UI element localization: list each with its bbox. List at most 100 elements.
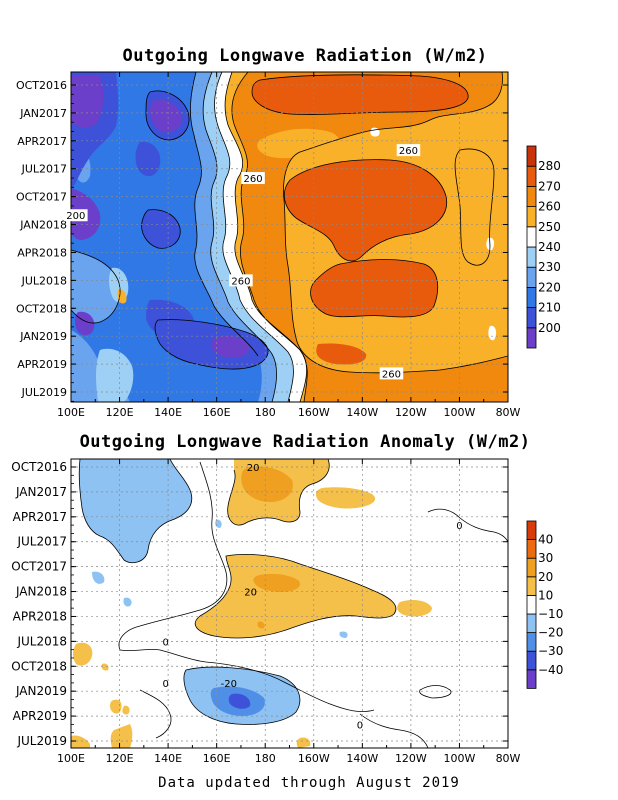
- axes-layer: 100E 120E 140E 160E 180 160W 140W 120W 100W 80W OC…: [11, 71, 563, 765]
- contour-label: 200: [66, 211, 85, 222]
- y-tick-label: JAN2017: [19, 107, 67, 120]
- y-tick-label: JUL2018: [21, 274, 67, 287]
- contour-label-bg: [229, 274, 253, 287]
- colorbar-label: 240: [538, 240, 561, 254]
- colorbar-label: 210: [538, 301, 561, 315]
- y-tick-label: JUL2019: [21, 386, 67, 399]
- contour-label-bg: [379, 367, 404, 380]
- colorbar-label: 230: [538, 260, 561, 274]
- colorbar-swatch: [526, 185, 537, 207]
- x-tick-label: 100W: [444, 406, 476, 419]
- x-tick-label: 140E: [154, 406, 182, 419]
- colorbar-swatch: [526, 539, 537, 559]
- x-tick-label: 180: [255, 752, 276, 765]
- colorbar-swatch: [526, 650, 537, 671]
- y-tick-label: APR2019: [13, 709, 67, 723]
- x-tick-label: 160E: [203, 752, 231, 765]
- x-tick-label: 80W: [496, 406, 521, 419]
- colorbar-label: 250: [538, 220, 561, 234]
- y-tick-label: JAN2017: [15, 485, 67, 499]
- y-tick-label: OCT2016: [11, 460, 67, 474]
- colorbar-swatch: [526, 557, 537, 578]
- y-tick-label: JAN2018: [19, 219, 67, 232]
- colorbar-swatch: [526, 595, 537, 615]
- x-tick-label: 100E: [57, 406, 85, 419]
- colorbar-swatch: [526, 520, 537, 541]
- colorbar-swatch: [526, 226, 537, 248]
- contour-label: 260: [382, 369, 401, 380]
- x-tick-label: 160E: [203, 406, 231, 419]
- colorbar-label: 280: [538, 159, 561, 173]
- x-tick-label: 80W: [496, 752, 521, 765]
- colorbar-label: 40: [538, 533, 553, 547]
- y-tick-label: JAN2019: [19, 330, 67, 343]
- colorbar-swatch: [526, 613, 537, 634]
- colorbar-label: 30: [538, 551, 553, 565]
- chart-title-olr-anomaly: Outgoing Longwave Radiation Anomaly (W/m…: [79, 432, 531, 452]
- x-tick-label: 160W: [298, 752, 330, 765]
- olr-contour-lines: [71, 72, 508, 402]
- contour-label-bg: [64, 209, 88, 222]
- contour-label: 260: [399, 146, 418, 157]
- y-tick-label: APR2018: [17, 246, 67, 259]
- colorbar-label: −30: [538, 644, 563, 658]
- colorbar-swatch: [526, 327, 537, 349]
- x-tick-label: 120E: [106, 406, 134, 419]
- x-tick-label: 160W: [298, 406, 330, 419]
- colorbar-swatch: [526, 307, 537, 329]
- x-tick-label: 140W: [346, 752, 378, 765]
- contour-label: -20: [221, 679, 237, 690]
- colorbar-swatch: [526, 576, 537, 596]
- olr-anomaly-contour-lines: [78, 459, 508, 748]
- footer-note: Data updated through August 2019: [158, 775, 460, 791]
- y-tick-label: JAN2019: [15, 684, 67, 698]
- contour-label: 0: [357, 720, 363, 731]
- colorbar-swatch: [526, 165, 537, 187]
- y-tick-label: OCT2017: [16, 191, 67, 204]
- colorbar-label: 220: [538, 280, 561, 294]
- y-tick-label: APR2017: [17, 135, 67, 148]
- contour-label: 0: [162, 679, 168, 690]
- y-tick-label: JUL2018: [16, 634, 67, 648]
- colorbar-label: 260: [538, 200, 561, 214]
- contour-label: 0: [456, 521, 462, 532]
- y-tick-label: APR2018: [13, 609, 67, 623]
- x-tick-label: 120W: [395, 752, 427, 765]
- contour-label: 0: [162, 637, 168, 648]
- y-tick-label: OCT2018: [11, 659, 67, 673]
- colorbar-label: 270: [538, 179, 561, 193]
- colorbar-swatch: [526, 266, 537, 288]
- contour-label: 20: [244, 588, 257, 599]
- x-tick-label: 100W: [444, 752, 476, 765]
- y-tick-label: APR2019: [17, 358, 67, 371]
- y-tick-label: JUL2017: [21, 163, 67, 176]
- x-tick-label: 120E: [106, 752, 134, 765]
- y-tick-label: OCT2018: [16, 302, 67, 315]
- chart-title-olr: Outgoing Longwave Radiation (W/m2): [122, 46, 488, 66]
- contour-label-bg: [396, 144, 421, 157]
- colorbar-label: −20: [538, 626, 563, 640]
- x-tick-label: 100E: [57, 752, 85, 765]
- y-tick-label: APR2017: [13, 510, 67, 524]
- olr-field: [71, 72, 508, 402]
- colorbar-label: 20: [538, 570, 553, 584]
- colorbar-label: −40: [538, 663, 563, 677]
- colorbar-swatch: [526, 286, 537, 308]
- colorbar-label: 200: [538, 321, 561, 335]
- x-tick-label: 180: [255, 406, 276, 419]
- contour-label: 260: [244, 174, 263, 185]
- colorbar-swatch: [526, 632, 537, 652]
- y-tick-label: OCT2017: [11, 560, 67, 574]
- y-tick-label: JAN2018: [15, 585, 67, 599]
- colorbar-swatch: [526, 246, 537, 268]
- y-tick-label: JUL2017: [16, 535, 67, 549]
- contour-label: 20: [247, 463, 260, 474]
- colorbar-swatch: [526, 669, 537, 689]
- x-tick-label: 140W: [346, 406, 378, 419]
- olr-anomaly-field: [71, 459, 508, 748]
- colorbar-label: −10: [538, 607, 563, 621]
- x-tick-label: 140E: [154, 752, 182, 765]
- x-tick-label: 120W: [395, 406, 427, 419]
- colorbar-label: 10: [538, 588, 553, 602]
